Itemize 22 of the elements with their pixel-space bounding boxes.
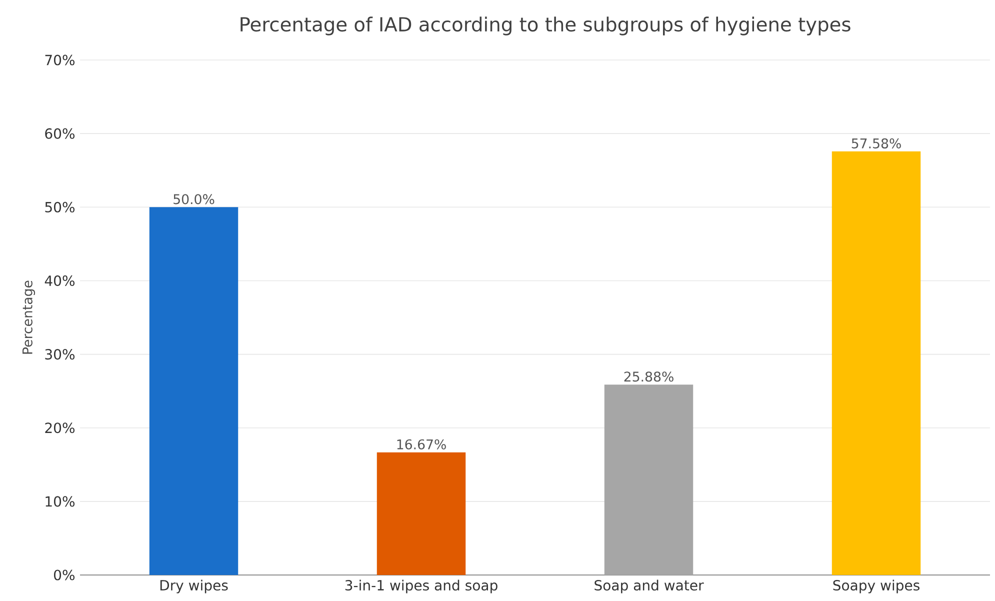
- x-tick-label: Soapy wipes: [833, 580, 920, 594]
- y-tick-label: 50%: [45, 202, 75, 212]
- data-label: 25.88%: [624, 372, 674, 382]
- y-tick-label: 10%: [46, 496, 75, 507]
- bar: [604, 384, 694, 575]
- x-tick-label: Soap and water: [594, 580, 704, 594]
- y-axis-title: Percentage: [22, 280, 36, 354]
- y-tick-label: 70%: [45, 54, 75, 66]
- x-tick-label: 3-in-1 wipes and soap: [345, 580, 498, 594]
- data-label: 57.58%: [852, 138, 901, 148]
- x-tick-label: Dry wipes: [160, 580, 228, 594]
- y-tick-label: 0%: [54, 570, 75, 580]
- y-tick-label: 40%: [44, 275, 75, 286]
- data-label: 16.67%: [397, 439, 446, 450]
- bar: [832, 151, 921, 575]
- y-tick-label: 30%: [45, 348, 75, 360]
- bar: [149, 207, 238, 575]
- chart-title: Percentage of IAD according to the subgroups of hygiene types: [240, 16, 850, 36]
- data-label: 50.0%: [174, 194, 214, 204]
- y-tick-label: 20%: [45, 422, 75, 434]
- y-tick-label: 60%: [45, 128, 75, 139]
- bar: [376, 452, 466, 575]
